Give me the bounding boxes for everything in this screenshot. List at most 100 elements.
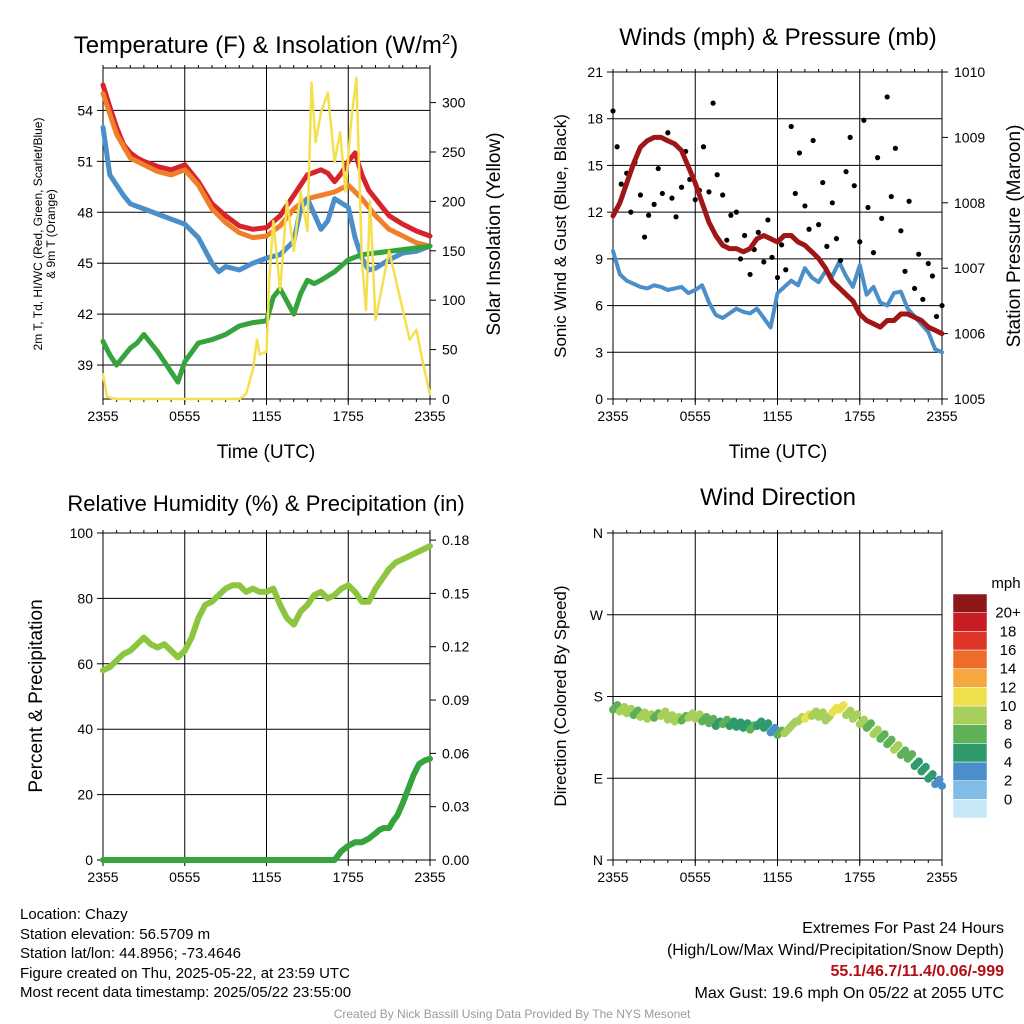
rh-xtick-label: 2355 [87,869,118,885]
rh-ylabel: Percent & Precipitation [26,599,47,792]
wind-gust-point [765,217,771,223]
temp-ytick-label: 48 [77,204,93,220]
rh-y2tick-label: 0.06 [442,745,469,761]
temp-ytick-label: 54 [77,102,93,118]
wind-gust-point [742,232,748,239]
wind-gust-point [774,274,781,281]
wind-xtick-label: 2355 [597,408,628,424]
dir-point [894,741,903,750]
wind-series-sonic [611,249,944,355]
wind-gust-point [761,259,767,265]
wind-gust-point [720,192,726,198]
wind-ytick-label: 0 [595,391,603,407]
wind-gust-point [659,190,665,197]
wind-gust-point [779,242,785,248]
dir-ytick-label: N [593,525,603,541]
wind-gust-point [665,130,671,136]
dir-point [880,730,889,739]
legend-label: 18 [1000,623,1017,640]
wind-gust-point [888,193,894,200]
wind-gust-point [737,256,744,262]
dir-xtick-label: 2355 [926,869,957,885]
wind-ytick-label: 21 [587,64,603,80]
wind-gust-point [700,144,707,150]
wind-gust-point [925,260,931,267]
wind-gust-point [802,203,808,209]
temp-y2tick-label: 50 [442,342,458,358]
wind-gust-point [796,150,803,156]
temp-y2tick-label: 200 [442,193,466,209]
wind-ytick-label: 9 [595,251,603,267]
temp-y2tick-label: 100 [442,292,466,308]
wind-gust-point [824,243,830,249]
wind-gust-point [933,313,940,320]
wind-gust-point [892,145,898,151]
dir-ytick-label: S [594,689,603,705]
wind-gust-point [929,273,936,279]
wind-gust-point [788,123,794,130]
dir-point [908,750,917,759]
wind-ytick-label: 3 [595,344,603,360]
legend-swatch [952,705,988,725]
wind-gust-point [728,212,734,218]
wind-gust-point [806,226,812,232]
wind-gust-point [747,271,753,278]
dir-title: Wind Direction [700,484,856,511]
dir-xtick-label: 1755 [844,869,875,885]
wind-gust-point [637,192,644,198]
legend-swatch [952,631,988,651]
wind-ytick-label: 12 [587,204,603,220]
temp-xtick-label: 0555 [169,408,200,424]
dir-axes [612,530,943,866]
legend-label: 4 [1004,754,1012,771]
wind-gust-point [641,234,648,240]
wind-ytick-label: 15 [587,157,603,173]
wind-gust-point [939,302,945,309]
extremes-values: 55.1/46.7/11.4/0.06/-999 [830,963,1004,980]
dir-point [853,710,862,719]
dir-ylabel: Direction (Colored By Speed) [551,585,570,806]
dir-point [866,719,875,728]
temp-ytick-label: 39 [77,357,93,373]
wind-axes [612,69,943,405]
rh-series-relative-humidity [100,543,433,674]
legend-label: 12 [1000,679,1017,696]
wind-gust-point [861,117,867,123]
station-elevation: Station elevation: 56.5709 m [20,925,211,943]
temp-xtick-label: 2355 [87,408,118,424]
dir-xtick-label: 0555 [680,869,711,885]
wind-gust-point [911,285,918,292]
wind-series-pressure [610,134,945,337]
wind-gust-point [628,209,634,215]
wind-y2tick-label: 1010 [954,64,985,80]
wind-gust-point [879,215,885,221]
wind-gust-point [816,222,822,228]
dir-xtick-label: 1155 [762,869,792,885]
dir-point [839,701,848,710]
wind-gust-point [610,108,616,114]
extremes-title: Extremes For Past 24 Hours [802,920,1004,937]
temp-xtick-label: 1755 [333,408,364,424]
wind-gust-point [769,254,775,260]
rh-y2tick-label: 0.12 [442,639,469,655]
rh-xtick-label: 1755 [333,869,364,885]
temp-y2tick-label: 250 [442,144,466,160]
wind-y2tick-label: 1007 [954,260,985,276]
wind-xlabel: Time (UTC) [729,442,828,463]
legend-label: 16 [1000,642,1017,659]
rh-ytick-label: 60 [77,656,93,672]
wind-gust-point [920,296,926,302]
rh-xtick-label: 0555 [169,869,200,885]
figure-created: Figure created on Thu, 2025-05-22, at 23… [20,964,350,982]
dir-point [819,708,828,717]
wind-gust-point [755,229,761,235]
legend-label: 20+ [995,605,1021,622]
wind-gust-point [669,195,675,201]
wind-gust-point [874,155,881,161]
legend-swatch [952,687,988,707]
legend-label: 8 [1004,717,1012,734]
legend-label: 2 [1004,773,1012,790]
wind-gust-point [902,268,908,274]
legend-swatch [952,668,988,688]
